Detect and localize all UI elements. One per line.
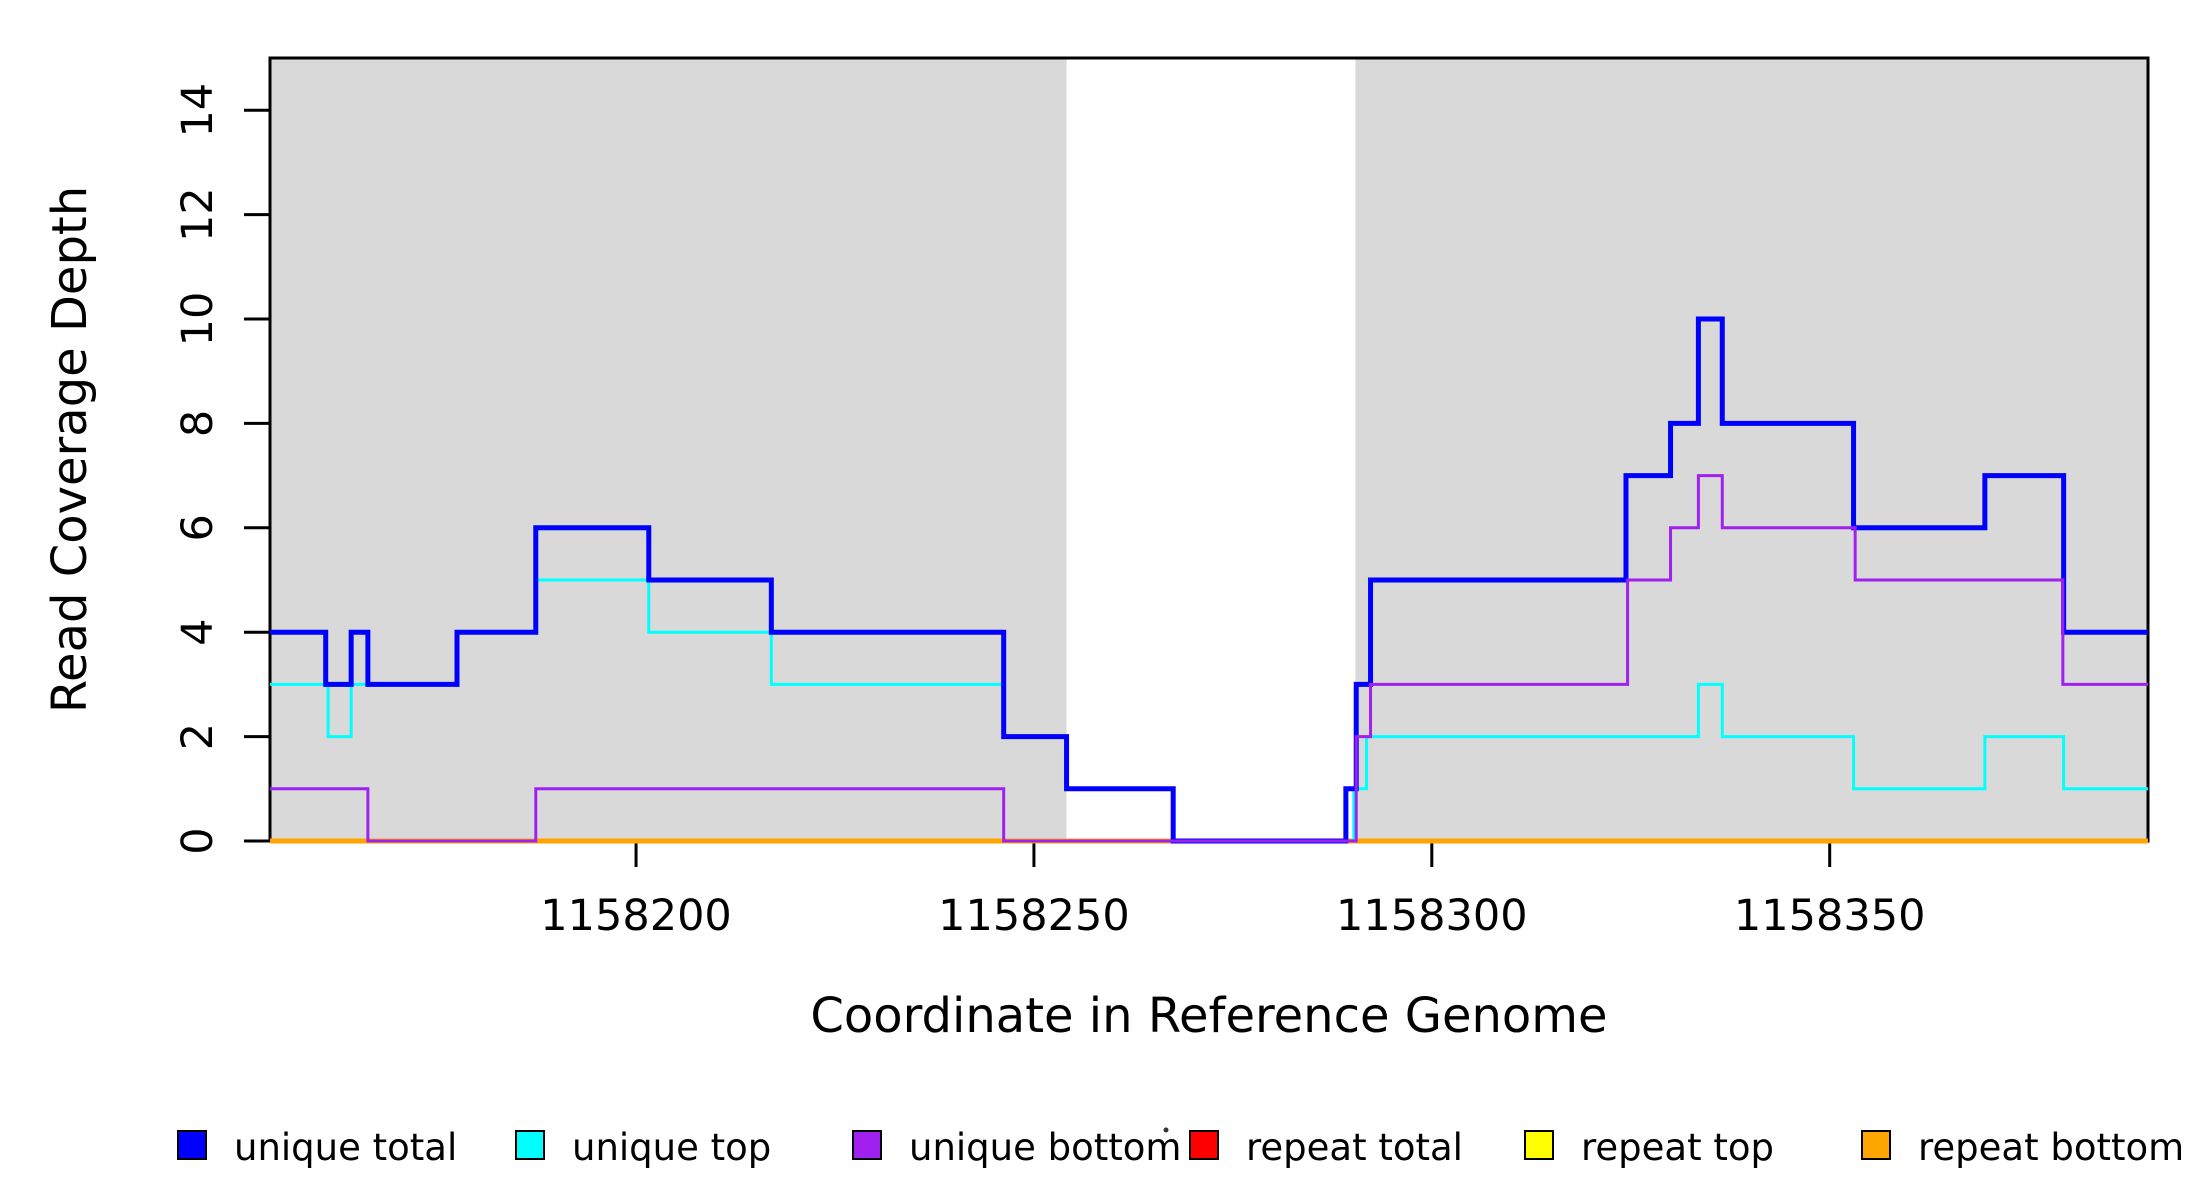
legend-swatch-unique-total [177, 1130, 207, 1160]
y-tick-label: 10 [173, 292, 223, 347]
legend-swatch-unique-top [515, 1130, 545, 1160]
x-tick-label: 1158300 [1336, 891, 1528, 941]
y-tick-label: 14 [173, 83, 223, 138]
x-tick-label: 1158200 [540, 891, 732, 941]
y-tick-label: 0 [173, 827, 223, 854]
legend-item-unique-total: unique total [177, 1126, 457, 1169]
legend-item-unique-top: unique top [515, 1126, 771, 1169]
y-tick-label: 8 [173, 410, 223, 437]
legend-label: repeat total [1246, 1126, 1463, 1169]
y-tick-label: 6 [173, 514, 223, 541]
legend-swatch-repeat-total [1189, 1130, 1219, 1160]
series-unique-bottom [270, 474, 2148, 843]
legend-label: repeat top [1581, 1126, 1774, 1169]
legend-swatch-repeat-top [1524, 1130, 1554, 1160]
legend-label: unique total [234, 1126, 457, 1169]
legend-item-unique-bottom: unique bottom [852, 1126, 1181, 1169]
stray-mark [1163, 1127, 1169, 1133]
x-tick-label: 1158250 [938, 891, 1130, 941]
legend-item-repeat-bottom: repeat bottom [1861, 1126, 2184, 1169]
legend-item-repeat-top: repeat top [1524, 1126, 1774, 1169]
y-tick-label: 12 [173, 187, 223, 242]
legend-label: repeat bottom [1918, 1126, 2184, 1169]
y-axis-title: Read Coverage Depth [42, 186, 98, 713]
legend-item-repeat-total: repeat total [1189, 1126, 1463, 1169]
shaded-region-1 [270, 58, 1067, 841]
y-tick-label: 2 [173, 723, 223, 750]
legend-label: unique bottom [909, 1126, 1181, 1169]
x-axis-title: Coordinate in Reference Genome [810, 988, 1607, 1044]
x-tick-label: 1158350 [1734, 891, 1926, 941]
shaded-region-2 [1355, 58, 2148, 841]
y-tick-label: 4 [173, 619, 223, 646]
legend-label: unique top [572, 1126, 771, 1169]
legend-swatch-repeat-bottom [1861, 1130, 1891, 1160]
legend-swatch-unique-bottom [852, 1130, 882, 1160]
